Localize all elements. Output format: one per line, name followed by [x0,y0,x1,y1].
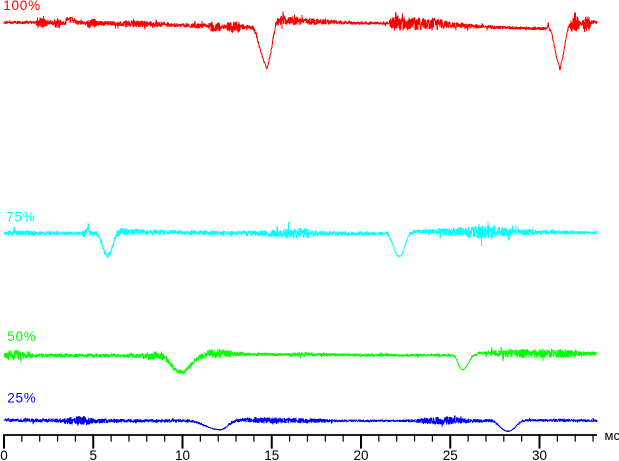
svg-text:25%: 25% [7,390,36,405]
svg-text:75%: 75% [6,210,35,225]
svg-text:15: 15 [264,448,279,461]
svg-text:25: 25 [443,448,458,461]
svg-text:0: 0 [0,448,8,461]
svg-text:мс: мс [605,428,619,443]
svg-text:5: 5 [89,448,97,461]
svg-text:50%: 50% [7,329,36,344]
svg-text:100%: 100% [3,0,41,13]
svg-text:10: 10 [175,448,190,461]
svg-text:30: 30 [532,448,547,461]
svg-text:20: 20 [353,448,368,461]
